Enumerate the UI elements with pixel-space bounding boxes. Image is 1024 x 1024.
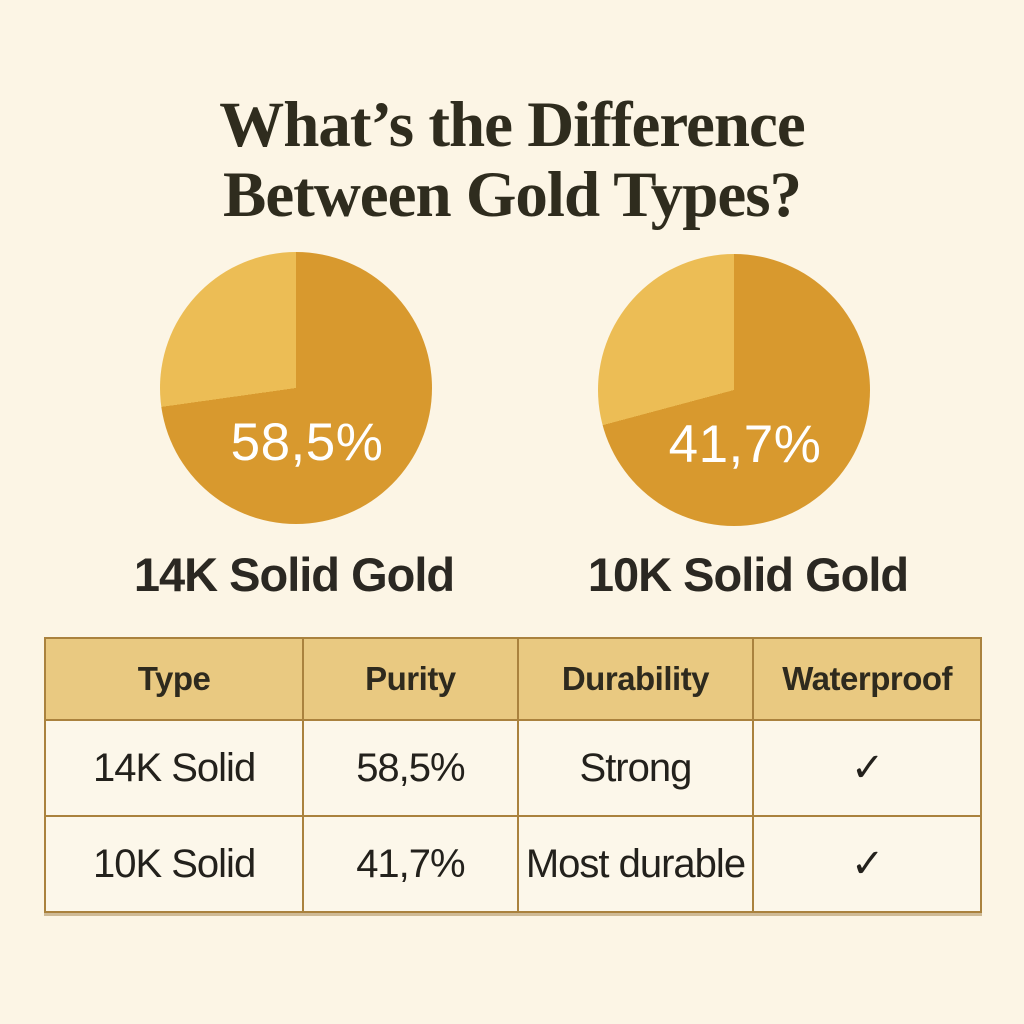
checkmark-icon: ✓	[752, 815, 982, 913]
page-title: What’s the Difference Between Gold Types…	[0, 88, 1024, 231]
cell-purity-14k: 58,5%	[302, 719, 519, 817]
column-header-durability: Durability	[516, 637, 755, 721]
comparison-table: Type Purity Durability Waterproof 14K So…	[43, 637, 982, 913]
page-title-line-1: What’s the Difference	[219, 88, 806, 161]
pie-value-label-14k: 58,5%	[230, 413, 384, 472]
pie-value-label-10k: 41,7%	[668, 415, 822, 474]
table-row: 14K Solid 58,5% Strong ✓	[43, 719, 982, 817]
table-row: 10K Solid 41,7% Most durable ✓	[43, 815, 982, 913]
cell-durability-10k: Most durable	[516, 815, 755, 913]
cell-type-10k: 10K Solid	[43, 815, 305, 913]
pie-caption-10k: 10K Solid Gold	[587, 548, 909, 601]
pie-chart-14k: 58,5%	[160, 252, 432, 524]
pie-chart-10k: 41,7%	[598, 254, 870, 526]
column-header-purity: Purity	[302, 637, 519, 721]
checkmark-icon: ✓	[752, 719, 982, 817]
cell-type-14k: 14K Solid	[43, 719, 305, 817]
page-title-line-2: Between Gold Types?	[222, 158, 802, 231]
table-header-row: Type Purity Durability Waterproof	[43, 637, 982, 721]
pie-caption-14k: 14K Solid Gold	[133, 548, 455, 601]
column-header-type: Type	[43, 637, 305, 721]
cell-durability-14k: Strong	[516, 719, 755, 817]
column-header-waterproof: Waterproof	[752, 637, 982, 721]
cell-purity-10k: 41,7%	[302, 815, 519, 913]
